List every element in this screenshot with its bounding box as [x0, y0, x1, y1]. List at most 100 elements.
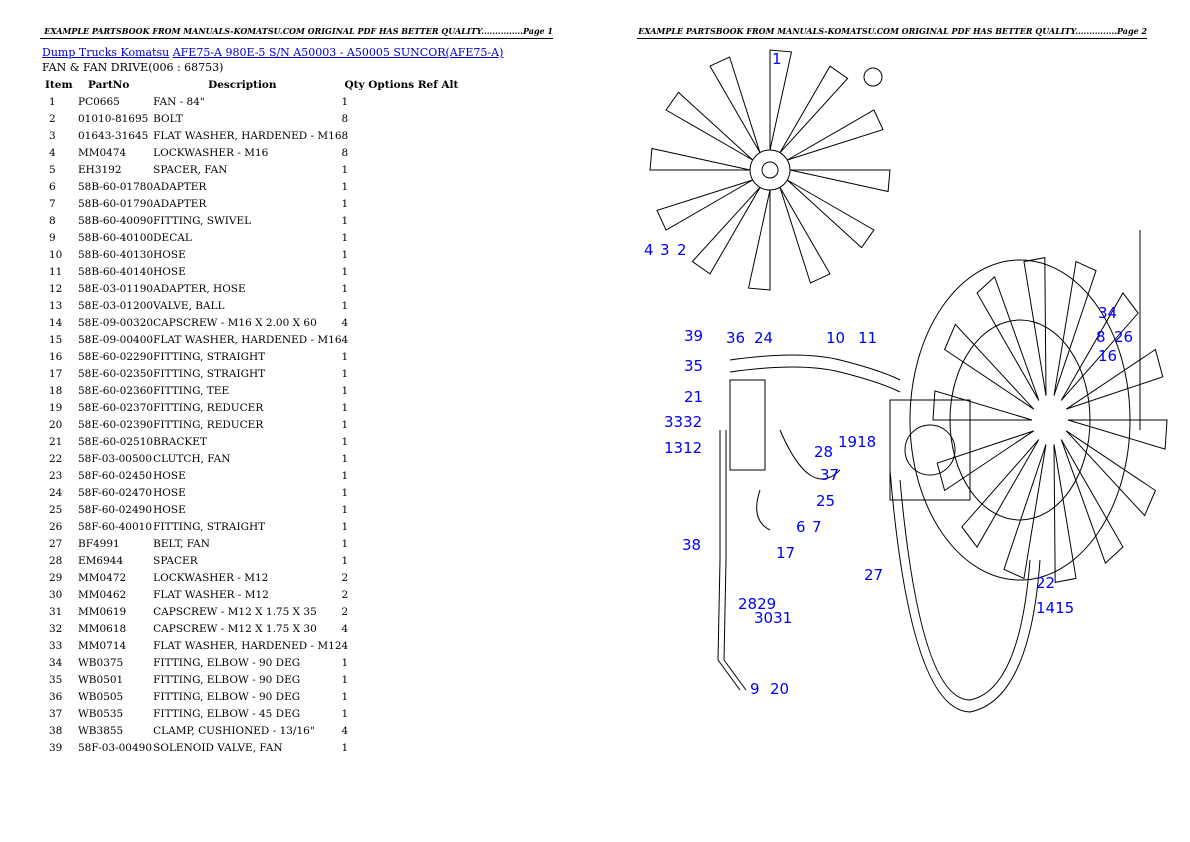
description: ADAPTER: [153, 180, 207, 193]
table-row: 16 58E-60-02290 FITTING, STRAIGHT 1: [42, 348, 461, 365]
item-number: 7: [49, 197, 56, 210]
callout-label: 38: [682, 536, 701, 554]
table-row: 36 WB0505 FITTING, ELBOW - 90 DEG 1: [42, 688, 461, 705]
table-row: 12 58E-03-01190 ADAPTER, HOSE 1: [42, 280, 461, 297]
part-number: 58F-03-00500: [78, 452, 153, 465]
quantity: 1: [341, 520, 349, 533]
description: BOLT: [153, 112, 183, 125]
table-row: 32 MM0618 CAPSCREW - M12 X 1.75 X 30 4: [42, 620, 461, 637]
quantity: 4: [341, 622, 349, 635]
quantity: 1: [341, 299, 349, 312]
item-number: 26: [49, 520, 63, 533]
quantity: 1: [341, 231, 349, 244]
part-number: 58F-60-40010: [78, 520, 153, 533]
item-number: 14: [49, 316, 63, 329]
table-row: 15 58E-09-00400 FLAT WASHER, HARDENED - M1…: [42, 331, 461, 348]
item-number: 18: [49, 384, 63, 397]
callout-label: 2829: [738, 595, 776, 613]
quantity: 1: [341, 180, 349, 193]
item-number: 4: [49, 146, 56, 159]
part-number: 58E-60-02360: [78, 384, 154, 397]
callout-label: 24: [754, 329, 773, 347]
quantity: 1: [341, 537, 349, 550]
table-row: 23 58F-60-02450 HOSE 1: [42, 467, 461, 484]
quantity: 1: [341, 401, 349, 414]
part-number: 58F-60-02490: [78, 503, 153, 516]
quantity: 1: [341, 673, 349, 686]
item-number: 21: [49, 435, 63, 448]
description: SOLENOID VALVE, FAN: [153, 741, 283, 754]
item-number: 23: [49, 469, 63, 482]
table-row: 2 01010-81695 BOLT 8: [42, 110, 461, 127]
item-number: 15: [49, 333, 63, 346]
fan-blade: [1023, 257, 1047, 396]
table-row: 28 EM6944 SPACER 1: [42, 552, 461, 569]
table-row: 35 WB0501 FITTING, ELBOW - 90 DEG 1: [42, 671, 461, 688]
item-number: 5: [49, 163, 56, 176]
table-row: 7 58B-60-01790 ADAPTER 1: [42, 195, 461, 212]
item-number: 35: [49, 673, 63, 686]
callout-label: 1918: [838, 433, 876, 451]
fan-blade: [1067, 419, 1168, 450]
part-number: WB3855: [78, 724, 124, 737]
description: BELT, FAN: [153, 537, 210, 550]
quantity: 4: [341, 639, 349, 652]
callout-label: 3031: [754, 609, 792, 627]
part-number: WB0375: [78, 656, 124, 669]
part-number: 01643-31645: [78, 129, 149, 142]
callout-label: 25: [816, 492, 835, 510]
model-link[interactable]: AFE75-A 980E-5 S/N A50003 - A50005 SUNCO…: [172, 46, 504, 59]
table-row: 27 BF4991 BELT, FAN 1: [42, 535, 461, 552]
table-row: 11 58B-60-40140 HOSE 1: [42, 263, 461, 280]
item-number: 33: [49, 639, 63, 652]
callout-5-circle: [863, 67, 883, 87]
table-row: 17 58E-60-02350 FITTING, STRAIGHT 1: [42, 365, 461, 382]
callout-label: 6: [796, 518, 806, 536]
callout-label: 3332: [664, 413, 702, 431]
callout-label: 34: [1098, 304, 1117, 322]
fan-blade: [665, 91, 754, 161]
item-number: 24: [49, 486, 63, 499]
description: BRACKET: [153, 435, 207, 448]
fan-blade: [1053, 260, 1097, 396]
table-row: 21 58E-60-02510 BRACKET 1: [42, 433, 461, 450]
description: LOCKWASHER - M12: [153, 571, 269, 584]
quantity: 8: [341, 112, 349, 125]
item-number: 11: [49, 265, 63, 278]
quantity: 1: [341, 690, 349, 703]
category-link[interactable]: Dump Trucks Komatsu: [42, 46, 170, 59]
fan-blade: [787, 109, 884, 161]
fan-blade: [1065, 348, 1164, 410]
description: ADAPTER, HOSE: [153, 282, 246, 295]
part-number: 58F-60-02470: [78, 486, 153, 499]
item-number: 1: [49, 95, 56, 108]
table-row: 19 58E-60-02370 FITTING, REDUCER 1: [42, 399, 461, 416]
item-number: 30: [49, 588, 63, 601]
table-row: 38 WB3855 CLAMP, CUSHIONED - 13/16" 4: [42, 722, 461, 739]
table-row: 3 01643-31645 FLAT WASHER, HARDENED - M16 8: [42, 127, 461, 144]
section-title: FAN & FAN DRIVE(006 : 68753): [42, 61, 224, 74]
quantity: 1: [341, 163, 349, 176]
description: HOSE: [153, 248, 186, 261]
quantity: 1: [341, 214, 349, 227]
part-number: 58B-60-40140: [78, 265, 154, 278]
fan-blade: [691, 186, 761, 275]
part-number: 58E-60-02390: [78, 418, 154, 431]
part-number: EH3192: [78, 163, 122, 176]
description: FITTING, STRAIGHT: [153, 350, 266, 363]
fan-blade: [747, 189, 771, 291]
item-number: 8: [49, 214, 56, 227]
callout-label: 37: [820, 466, 839, 484]
table-row: 20 58E-60-02390 FITTING, REDUCER 1: [42, 416, 461, 433]
quantity: 8: [341, 146, 349, 159]
fan-blade: [976, 275, 1040, 401]
fan-blade: [1053, 444, 1077, 583]
description: CAPSCREW - M12 X 1.75 X 35: [153, 605, 317, 618]
item-number: 34: [49, 656, 63, 669]
part-number: 58E-03-01190: [78, 282, 154, 295]
description: FITTING, SWIVEL: [153, 214, 252, 227]
table-row: 33 MM0714 FLAT WASHER, HARDENED - M12 4: [42, 637, 461, 654]
fan-blade: [932, 390, 1033, 421]
item-number: 17: [49, 367, 63, 380]
